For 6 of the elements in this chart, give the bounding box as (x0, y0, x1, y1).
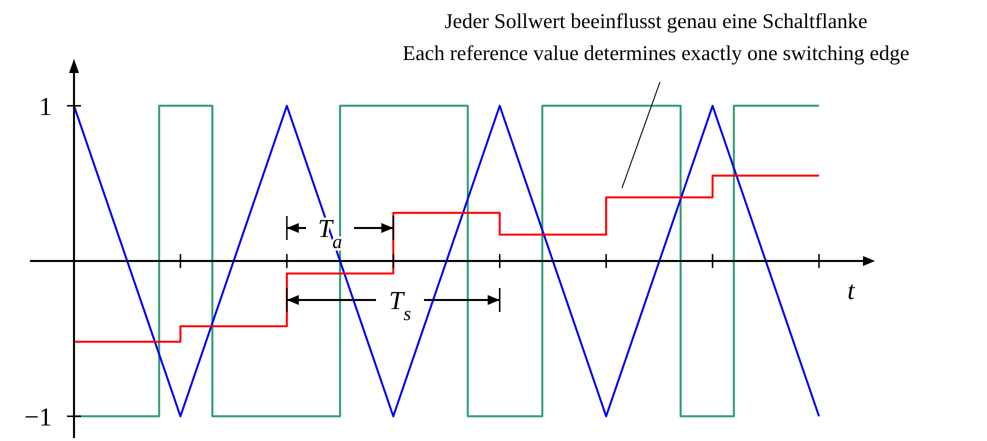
y-tick-label: 1 (39, 92, 52, 121)
x-axis-title: t (847, 276, 856, 306)
text: Each reference value determines exactly one switching edge (402, 41, 910, 65)
y-tick-label: −1 (24, 402, 52, 432)
annotation: T$_{s}$ (388, 286, 412, 324)
text: Jeder Sollwert beeinflusst genau eine Schaltflanke (444, 9, 868, 33)
